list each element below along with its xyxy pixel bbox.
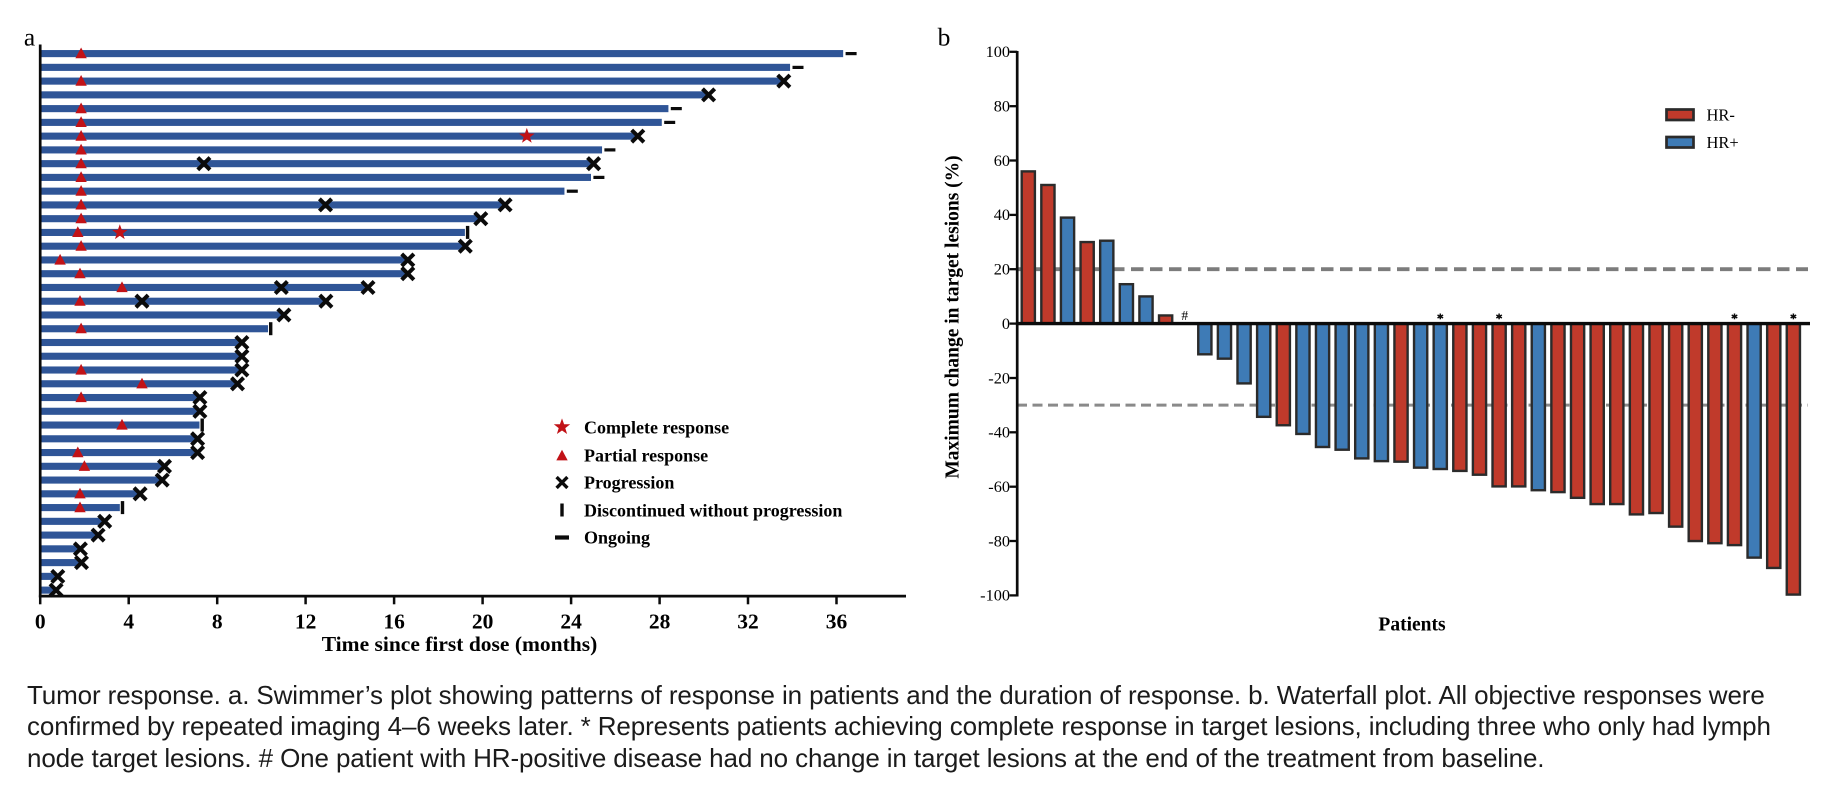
svg-text:-40: -40	[988, 423, 1010, 442]
svg-text:20: 20	[472, 610, 494, 634]
svg-text:28: 28	[649, 610, 671, 634]
svg-text:12: 12	[295, 610, 317, 634]
svg-text:Patients: Patients	[1378, 615, 1446, 636]
svg-text:36: 36	[826, 610, 848, 634]
svg-text:b: b	[938, 22, 951, 51]
svg-text:60: 60	[994, 151, 1010, 170]
svg-text:HR-: HR-	[1707, 106, 1735, 125]
svg-text:Maximum change in target lesio: Maximum change in target lesions (%)	[943, 155, 964, 478]
svg-text:-100: -100	[980, 586, 1010, 605]
svg-text:-20: -20	[988, 368, 1010, 387]
svg-text:Time since first dose (months): Time since first dose (months)	[322, 632, 598, 656]
svg-text:Partial response: Partial response	[584, 446, 708, 466]
svg-text:-60: -60	[988, 477, 1010, 496]
svg-text:0: 0	[35, 610, 46, 634]
svg-text:a: a	[24, 23, 35, 52]
svg-text:32: 32	[737, 610, 759, 634]
svg-text:100: 100	[986, 42, 1010, 61]
svg-text:8: 8	[212, 610, 223, 634]
svg-text:-80: -80	[988, 531, 1010, 550]
svg-text:20: 20	[994, 260, 1010, 279]
svg-text:16: 16	[383, 610, 405, 634]
svg-text:24: 24	[560, 610, 582, 634]
svg-text:Discontinued without progressi: Discontinued without progression	[584, 501, 842, 521]
svg-text:Complete response: Complete response	[584, 418, 729, 438]
svg-text:80: 80	[994, 97, 1010, 116]
svg-text:HR+: HR+	[1707, 133, 1739, 152]
svg-text:Ongoing: Ongoing	[584, 528, 650, 548]
svg-text:40: 40	[994, 205, 1010, 224]
svg-text:4: 4	[123, 610, 134, 634]
svg-text:#: #	[1181, 308, 1188, 323]
svg-text:Progression: Progression	[584, 473, 674, 493]
svg-text:0: 0	[1002, 314, 1010, 333]
